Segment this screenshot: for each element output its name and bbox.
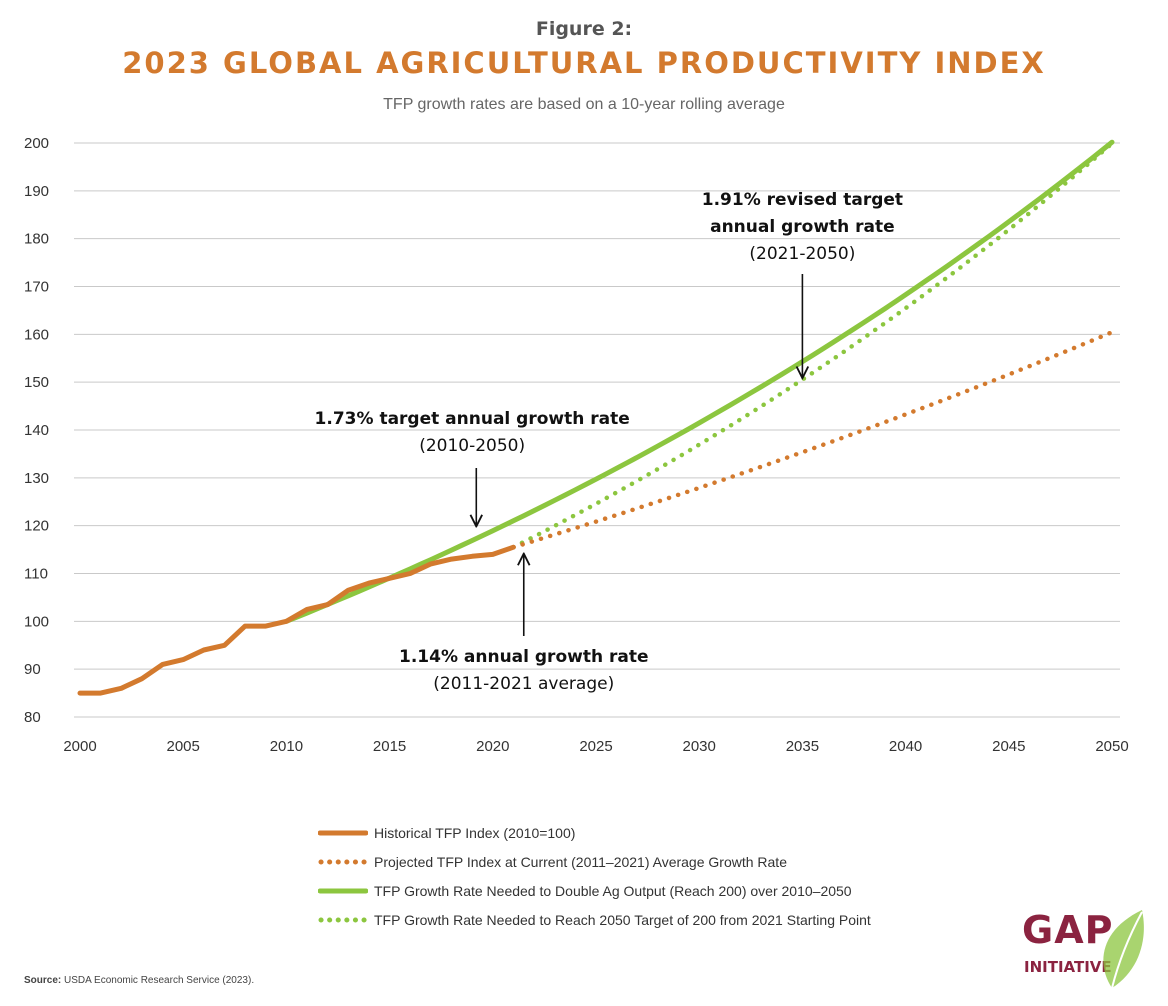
chart-subtitle: TFP growth rates are based on a 10-year …	[383, 96, 785, 113]
series-line	[283, 139, 1115, 624]
logo-text-bottom: INITIATIVE	[1024, 958, 1112, 976]
y-tick-label: 200	[24, 135, 49, 152]
x-tick-label: 2005	[167, 738, 200, 755]
x-tick-label: 2045	[992, 738, 1025, 755]
legend-item: TFP Growth Rate Needed to Reach 2050 Tar…	[318, 905, 871, 934]
x-tick-label: 2010	[270, 738, 303, 755]
x-tick-label: 2035	[786, 738, 819, 755]
annotation-text: (2011-2021 average)	[433, 674, 614, 694]
legend-swatch-solid-green	[318, 888, 368, 893]
figure-label: Figure 2:	[535, 18, 633, 40]
y-tick-label: 130	[24, 470, 49, 487]
series-line	[511, 329, 1115, 550]
line-chart: 80 90 100 110 120 130 140 150 160 170 180 190 200 200…	[24, 135, 1129, 755]
y-tick-label: 180	[24, 231, 49, 248]
y-tick-label: 90	[24, 661, 41, 678]
annotation-text: annual growth rate	[710, 217, 895, 237]
source-note: Source: USDA Economic Research Service (…	[24, 975, 254, 986]
leaf-icon	[1103, 910, 1144, 989]
annotation-text: (2021-2050)	[749, 244, 855, 264]
legend-swatch-solid-orange	[318, 830, 368, 835]
legend-label: Historical TFP Index (2010=100)	[374, 824, 576, 841]
legend-item: Historical TFP Index (2010=100)	[318, 818, 871, 847]
source-label: Source:	[24, 975, 62, 986]
y-tick-label: 190	[24, 183, 49, 200]
y-tick-label: 170	[24, 279, 49, 296]
series-line	[511, 141, 1115, 550]
legend-label: Projected TFP Index at Current (2011–202…	[374, 853, 787, 870]
legend-swatch-dotted-orange	[318, 859, 368, 864]
y-tick-label: 80	[24, 709, 41, 726]
x-tick-label: 2015	[373, 738, 406, 755]
y-tick-label: 120	[24, 518, 49, 535]
logo-text-top: GAP	[1022, 908, 1114, 952]
annotation-text: 1.73% target annual growth rate	[315, 409, 630, 429]
source-text: USDA Economic Research Service (2023).	[64, 975, 255, 986]
legend-label: TFP Growth Rate Needed to Reach 2050 Tar…	[374, 911, 871, 928]
x-tick-label: 2040	[889, 738, 922, 755]
x-tick-label: 2030	[683, 738, 716, 755]
legend-item: TFP Growth Rate Needed to Double Ag Outp…	[318, 876, 871, 905]
x-tick-label: 2000	[63, 738, 96, 755]
y-tick-label: 160	[24, 326, 49, 343]
y-tick-label: 140	[24, 422, 49, 439]
legend-label: TFP Growth Rate Needed to Double Ag Outp…	[374, 882, 852, 899]
x-tick-label: 2020	[476, 738, 509, 755]
x-tick-label: 2050	[1095, 738, 1128, 755]
series-line	[77, 544, 516, 696]
y-tick-label: 110	[24, 566, 48, 583]
legend-swatch-dotted-green	[318, 917, 368, 922]
y-tick-label: 100	[24, 613, 49, 630]
legend: Historical TFP Index (2010=100) Projecte…	[318, 818, 871, 934]
gap-initiative-logo: GAP INITIATIVE	[1020, 908, 1150, 990]
y-tick-label: 150	[24, 374, 49, 391]
x-tick-label: 2025	[579, 738, 612, 755]
annotation-text: (2010-2050)	[419, 436, 525, 456]
legend-item: Projected TFP Index at Current (2011–202…	[318, 847, 871, 876]
annotation-text: 1.91% revised target	[702, 190, 903, 210]
chart-title: 2023 GLOBAL AGRICULTURAL PRODUCTIVITY IN…	[122, 46, 1046, 80]
annotation-text: 1.14% annual growth rate	[399, 647, 649, 667]
